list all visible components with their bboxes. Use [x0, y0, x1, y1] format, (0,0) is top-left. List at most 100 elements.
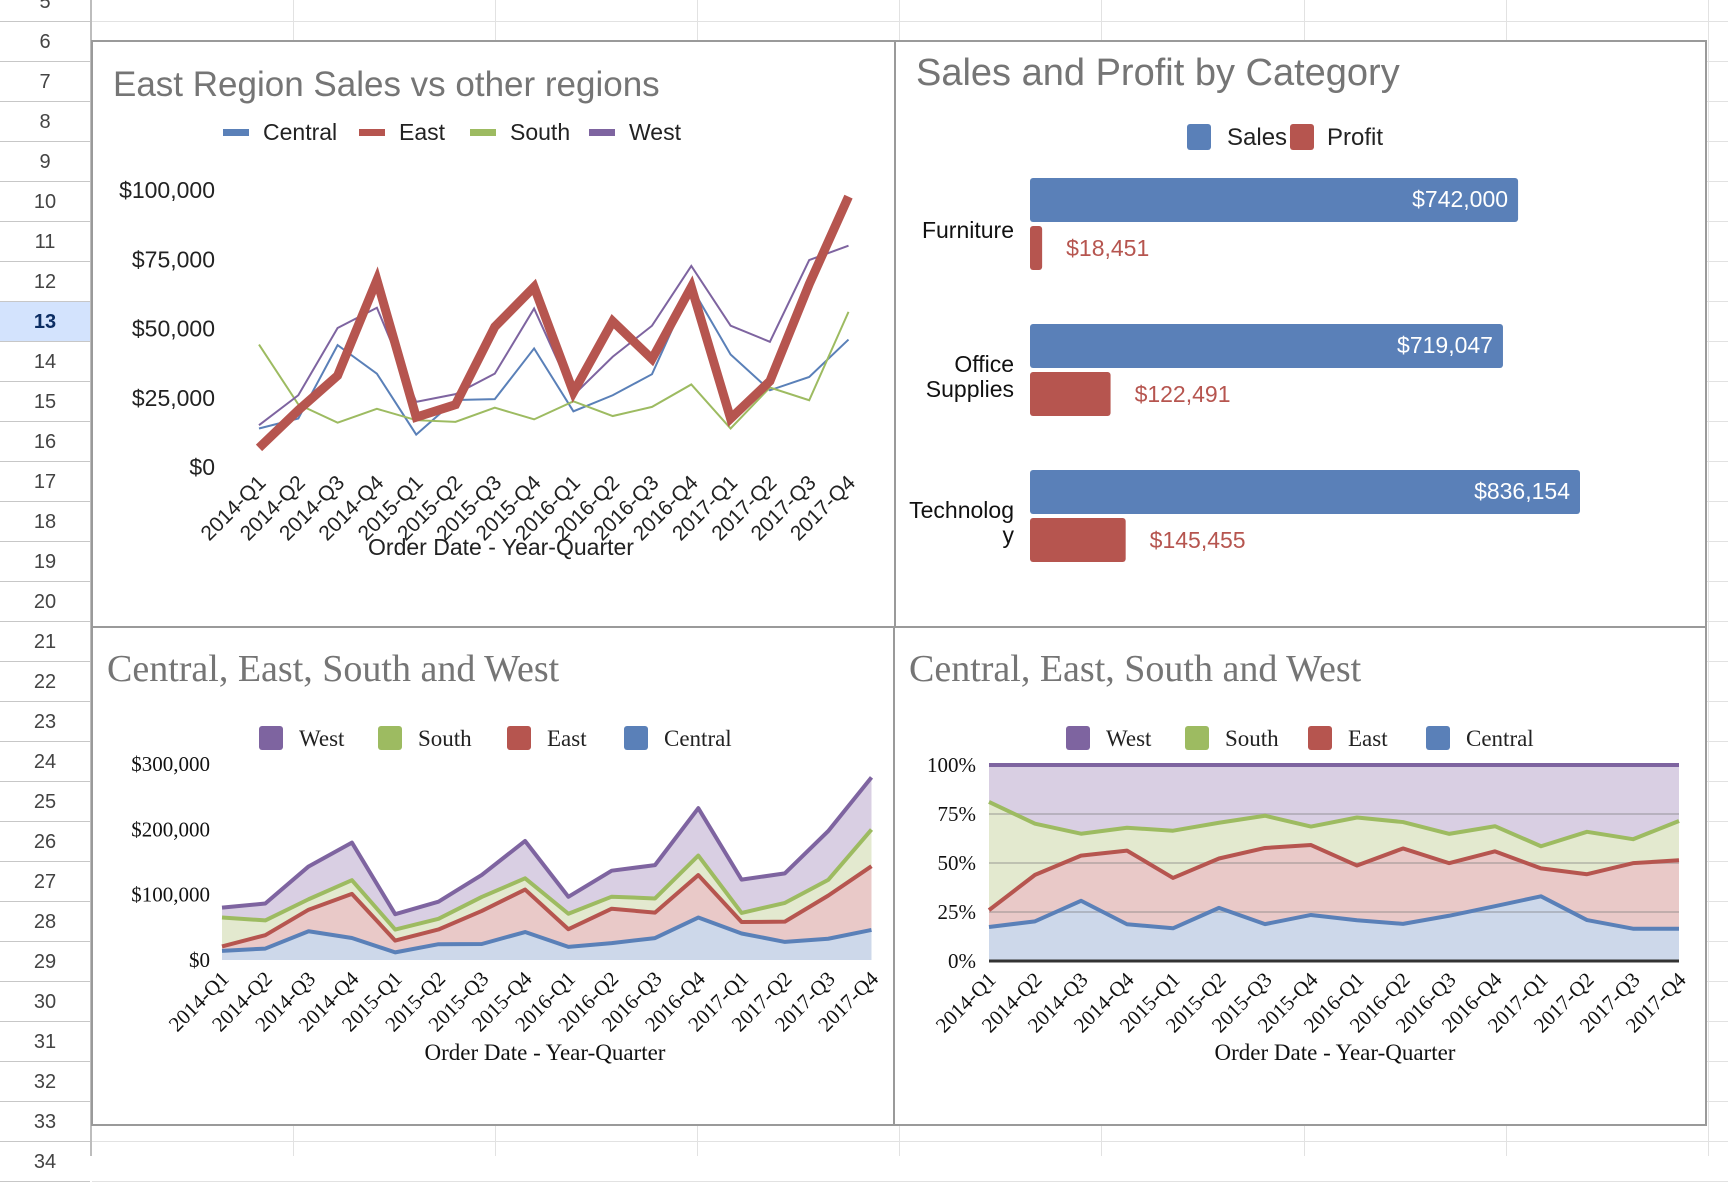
bar-label-sales: $719,047 — [1397, 332, 1493, 358]
legend-swatch-sales — [1187, 124, 1211, 150]
row-header-17[interactable]: 17 — [0, 462, 90, 502]
row-header-32[interactable]: 32 — [0, 1062, 90, 1102]
row-header-22[interactable]: 22 — [0, 662, 90, 702]
bar-label-sales: $742,000 — [1412, 186, 1508, 212]
row-header-24[interactable]: 24 — [0, 742, 90, 782]
chart-legend: Central East South West — [223, 119, 682, 145]
row-header-12[interactable]: 12 — [0, 262, 90, 302]
row-header-16[interactable]: 16 — [0, 422, 90, 462]
row-header-34[interactable]: 34 — [0, 1142, 90, 1182]
row-header-31[interactable]: 31 — [0, 1022, 90, 1062]
row-header-11[interactable]: 11 — [0, 222, 90, 262]
y-tick-label: $50,000 — [132, 316, 215, 342]
chart-title: Central, East, South and West — [107, 648, 560, 690]
row-header-21[interactable]: 21 — [0, 622, 90, 662]
legend-label-west: West — [1106, 726, 1152, 751]
line-chart: East Region Sales vs other regions Centra… — [93, 42, 894, 626]
legend-swatch-south — [1185, 726, 1209, 750]
legend-swatch-west — [1066, 726, 1090, 750]
y-tick-label: 25% — [938, 900, 977, 924]
stacked-area-chart: Central, East, South and West West South Ea… — [93, 628, 893, 1124]
y-tick-label: 0% — [948, 949, 976, 973]
row-header-29[interactable]: 29 — [0, 942, 90, 982]
legend-swatch-south — [470, 129, 496, 136]
bar-profit — [1030, 518, 1126, 562]
legend-label-central: Central — [664, 726, 732, 751]
category-label: Office — [954, 351, 1014, 377]
bar-profit — [1030, 226, 1042, 270]
chart-stacked-area[interactable]: Central, East, South and West West South Ea… — [91, 626, 895, 1126]
row-header-15[interactable]: 15 — [0, 382, 90, 422]
chart-percent-area[interactable]: Central, East, South and West West South Ea… — [893, 626, 1707, 1126]
row-header-23[interactable]: 23 — [0, 702, 90, 742]
row-header-5[interactable]: 5 — [0, 0, 90, 22]
chart-legend: West South East Central — [259, 726, 732, 751]
bar-profit — [1030, 372, 1111, 416]
bar-group-furniture: Furniture $742,000 $18,451 — [922, 178, 1518, 270]
row-gridline — [92, 21, 1728, 22]
legend-label-east: East — [1348, 726, 1388, 751]
row-header-9[interactable]: 9 — [0, 142, 90, 182]
legend-swatch-central — [223, 129, 249, 136]
legend-label-east: East — [399, 119, 446, 145]
chart-title: Central, East, South and West — [909, 648, 1362, 690]
column-gridline — [1708, 0, 1709, 1156]
row-header-18[interactable]: 18 — [0, 502, 90, 542]
row-header-7[interactable]: 7 — [0, 62, 90, 102]
row-header-20[interactable]: 20 — [0, 582, 90, 622]
legend-label-south: South — [510, 119, 570, 145]
bar-label-sales: $836,154 — [1474, 478, 1570, 504]
legend-label-central: Central — [263, 119, 337, 145]
bar-label-profit: $145,455 — [1150, 527, 1246, 553]
category-label: y — [1003, 522, 1015, 548]
x-axis-title: Order Date - Year-Quarter — [368, 534, 634, 560]
row-header-30[interactable]: 30 — [0, 982, 90, 1022]
y-tick-label: $0 — [189, 948, 210, 972]
y-tick-label: $100,000 — [119, 177, 215, 203]
chart-east-vs-others[interactable]: East Region Sales vs other regions Centra… — [91, 40, 896, 628]
row-header-33[interactable]: 33 — [0, 1102, 90, 1142]
chart-title: East Region Sales vs other regions — [113, 65, 660, 104]
category-label: Furniture — [922, 217, 1014, 243]
row-gridline — [92, 1141, 1728, 1142]
row-header-6[interactable]: 6 — [0, 22, 90, 62]
legend-label-central: Central — [1466, 726, 1534, 751]
y-tick-label: $100,000 — [131, 883, 210, 907]
legend-swatch-central — [624, 726, 648, 750]
row-header-8[interactable]: 8 — [0, 102, 90, 142]
row-header-10[interactable]: 10 — [0, 182, 90, 222]
legend-swatch-west — [589, 129, 615, 136]
row-header-25[interactable]: 25 — [0, 782, 90, 822]
legend-swatch-central — [1426, 726, 1450, 750]
row-header-19[interactable]: 19 — [0, 542, 90, 582]
legend-label-east: East — [547, 726, 587, 751]
legend-label-west: West — [299, 726, 345, 751]
chart-legend: West South East Central — [1066, 726, 1534, 751]
row-header-14[interactable]: 14 — [0, 342, 90, 382]
row-header-13[interactable]: 13 — [0, 302, 90, 342]
legend-label-south: South — [418, 726, 472, 751]
y-tick-label: $200,000 — [131, 817, 210, 841]
legend-label-west: West — [629, 119, 682, 145]
legend-swatch-east — [1308, 726, 1332, 750]
y-tick-label: $300,000 — [131, 752, 210, 776]
chart-title: Sales and Profit by Category — [916, 52, 1400, 94]
bar-label-profit: $18,451 — [1066, 235, 1149, 261]
y-tick-label: 50% — [938, 851, 977, 875]
row-header-26[interactable]: 26 — [0, 822, 90, 862]
y-tick-label: $75,000 — [132, 246, 215, 272]
x-axis-title: Order Date - Year-Quarter — [1215, 1040, 1456, 1065]
y-tick-label: 100% — [927, 753, 976, 777]
y-tick-label: $0 — [189, 454, 215, 480]
legend-label-south: South — [1225, 726, 1279, 751]
legend-label-profit: Profit — [1327, 124, 1383, 151]
legend-swatch-profit — [1290, 124, 1314, 150]
row-header-28[interactable]: 28 — [0, 902, 90, 942]
row-header-27[interactable]: 27 — [0, 862, 90, 902]
percent-area-chart: Central, East, South and West West South Ea… — [895, 628, 1705, 1124]
legend-swatch-south — [378, 726, 402, 750]
